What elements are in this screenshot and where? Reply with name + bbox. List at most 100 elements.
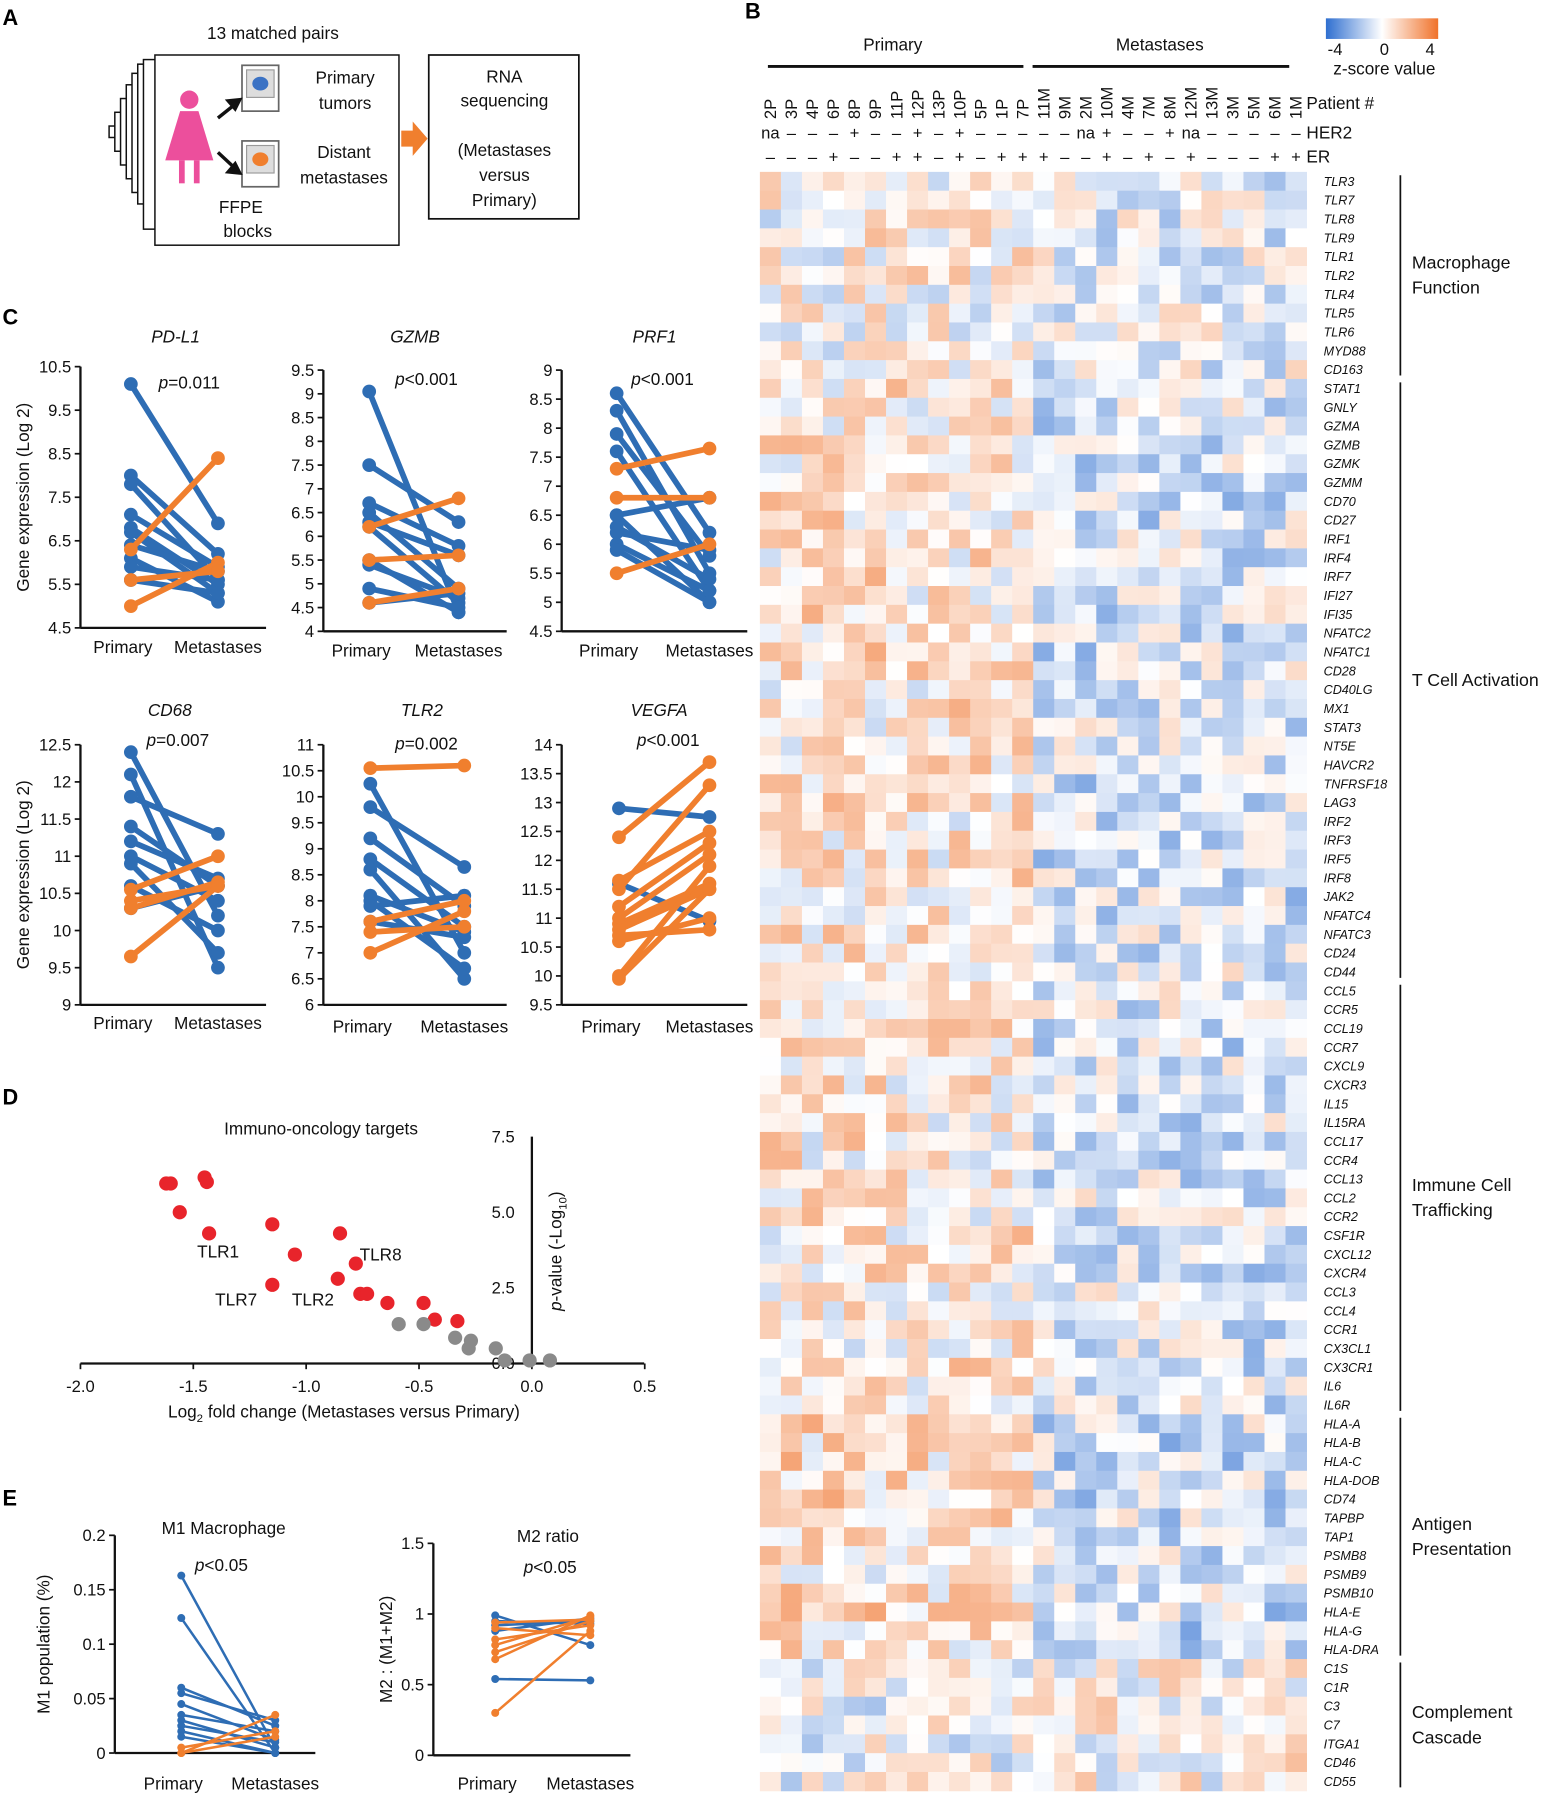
heatmap-cell [907,830,929,851]
heatmap-cell [970,360,992,380]
heatmap-cell [1285,247,1307,267]
heatmap-cell [843,1489,866,1509]
heatmap-cell [1096,793,1118,813]
heatmap-cell [991,360,1013,380]
heatmap-cell [907,322,929,342]
heatmap-cell [1180,1131,1202,1152]
p-value-label: p=0.011 [158,372,220,392]
heatmap-cell [907,1583,929,1604]
heatmap-cell [843,567,866,587]
heatmap-cell [1159,604,1181,625]
heatmap-cell [1159,1414,1181,1434]
heatmap-cell [949,830,971,851]
heatmap-cell [907,265,929,286]
metastasis-point [451,548,466,563]
heatmap-cell [1159,171,1181,192]
heatmap-cell [801,378,824,399]
y-tick-label: 8.5 [48,444,71,463]
heatmap-cell [970,1037,992,1058]
heatmap-cell [780,1244,803,1265]
heatmap-cell [970,1169,992,1189]
heatmap-cell [865,793,887,813]
heatmap-cell [991,849,1013,869]
heatmap-cell [822,981,845,1001]
heatmap-cell [759,1169,782,1189]
heatmap-cell [1285,849,1307,869]
gene-label: HLA-C [1324,1455,1363,1469]
heatmap-cell [1054,265,1076,286]
heatmap-cell [1243,1659,1265,1679]
primary-point [362,595,377,610]
y-label-subscript: 10 [557,1197,569,1210]
y-tick-label: 6 [543,535,552,554]
heatmap-cell [1096,962,1118,982]
heatmap-cell [1201,209,1223,229]
significant-point [163,1176,178,1191]
heatmap-cell [1180,1489,1202,1509]
heatmap-cell [886,1301,908,1321]
heatmap-cell [1159,1244,1181,1265]
pair-line [613,431,713,559]
heatmap-cell [1075,830,1097,851]
gene-label: GZMB [1324,438,1360,452]
metastasis-point [586,1631,595,1640]
heatmap-cell [1096,924,1118,945]
heatmap-cell [1243,209,1265,229]
heatmap-cell [1096,811,1118,832]
heatmap-cell [970,849,992,869]
heatmap-cell [1012,190,1034,210]
primary-point [123,745,138,760]
primary-point [362,505,377,520]
heatmap-cell [1117,642,1139,662]
heatmap-cell [970,247,992,267]
heatmap-cell [991,1433,1013,1453]
heatmap-cell [822,793,845,813]
pair-line [493,1619,592,1654]
heatmap-cell [1033,548,1055,568]
heatmap-cell [801,1659,824,1679]
heatmap-cell [907,811,929,832]
heatmap-cell [1117,1169,1139,1189]
heatmap-cell [759,661,782,681]
heatmap-cell [907,1244,929,1265]
heatmap-cell [1033,1075,1055,1095]
heatmap-cell [801,1753,824,1773]
heatmap-cell [928,1470,950,1491]
heatmap-cell [1285,962,1307,982]
heatmap-cell [1243,1113,1265,1133]
heatmap-cell [1264,473,1286,493]
y-axis-label: M2 : (M1+M2) [376,1596,396,1703]
primary-point [123,882,138,897]
heatmap-cell [970,1527,992,1547]
heatmap-cell [759,887,782,907]
heatmap-cell [843,1753,866,1773]
heatmap-cell [907,1075,929,1095]
heatmap-cell [1075,623,1097,643]
heatmap-cell [991,1188,1013,1208]
heatmap-cell [759,1564,782,1585]
heatmap-cell [843,717,866,738]
heatmap-cell [1201,887,1223,907]
heatmap-cell [1159,1094,1181,1114]
heatmap-cell [886,529,908,549]
heatmap-cell [970,416,992,436]
her2-status: – [808,124,818,143]
heatmap-cell [1054,1169,1076,1189]
heatmap-cell [1243,1094,1265,1114]
y-tick-label: 0.2 [83,1526,106,1545]
heatmap-cell [1222,1244,1244,1265]
heatmap-cell [843,1150,866,1171]
heatmap-cell [991,397,1013,418]
heatmap-cell [1054,1640,1076,1660]
heatmap-cell [949,454,971,474]
heatmap-cell [780,1113,803,1133]
heatmap-cell [865,284,887,305]
heatmap-cell [822,1696,845,1716]
heatmap-cell [1096,1075,1118,1095]
heatmap-cell [1054,1263,1076,1283]
heatmap-cell [865,228,887,248]
paired-sample [123,564,225,587]
heatmap-cell [1159,1357,1181,1378]
heatmap-cell [1138,491,1160,512]
heatmap-cell [1180,981,1202,1001]
